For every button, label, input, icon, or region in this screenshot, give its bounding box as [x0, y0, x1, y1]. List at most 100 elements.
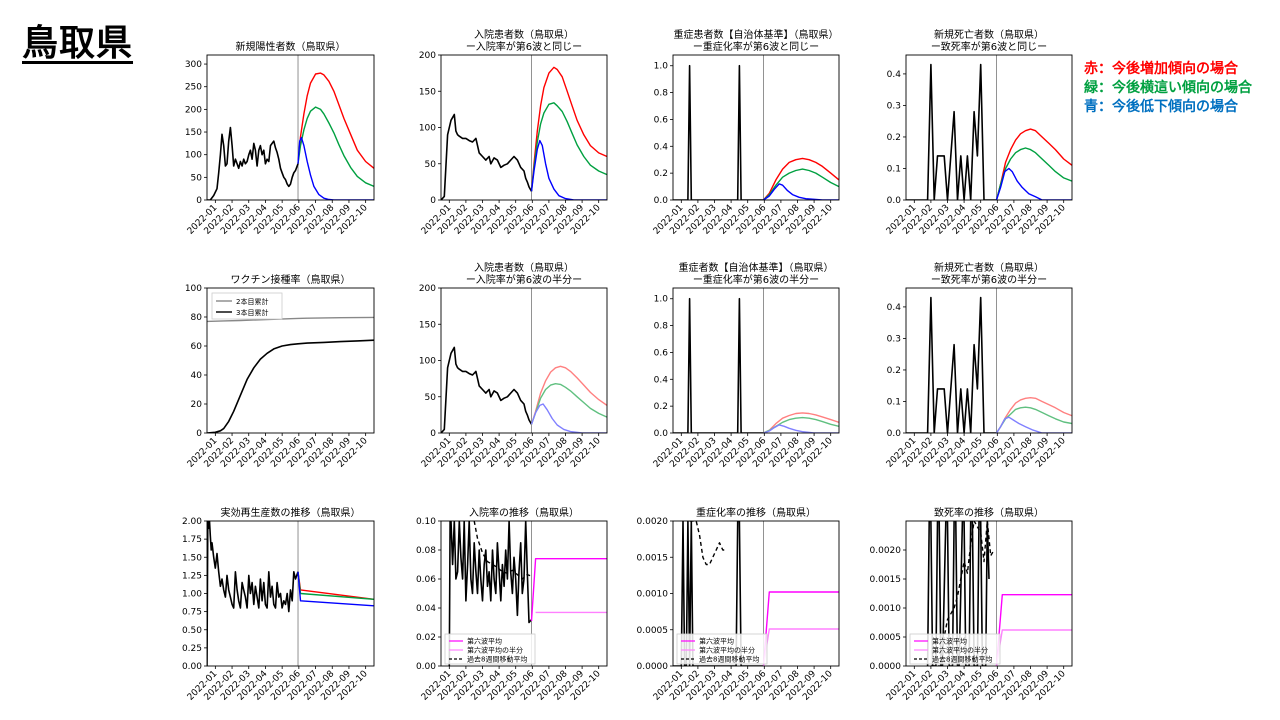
chart-title: ー致死率が第6波と同じー — [931, 40, 1047, 53]
series-history — [673, 297, 764, 433]
plot-frame — [440, 520, 608, 667]
legend-label: 3本目累計 — [236, 308, 268, 317]
chart-title: 重症者数【自治体基準】（鳥取県） — [679, 261, 834, 274]
y-tick-label: 20 — [191, 400, 203, 410]
y-tick-label: 1.00 — [182, 590, 202, 600]
chart-p12: 致死率の推移（鳥取県） 0.0000 0.0005 0.0010 0.0015 0.002… — [870, 506, 1073, 703]
y-tick-label: 0.02 — [416, 633, 436, 643]
plot-frame — [672, 520, 840, 667]
series-increase — [297, 72, 374, 169]
y-tick-label: 1.25 — [182, 571, 202, 581]
chart-legend-box — [211, 292, 283, 320]
y-tick-label: 0.8 — [654, 322, 669, 332]
y-tick-label: 0.6 — [654, 348, 669, 358]
series-history — [448, 521, 533, 666]
series-increase — [762, 157, 839, 200]
y-tick-label: 0.0005 — [870, 633, 902, 643]
legend-label: 第六波平均 — [467, 637, 502, 646]
y-tick-label: 0.1 — [887, 164, 901, 174]
series-moving-average — [689, 521, 727, 566]
legend-label: 第六波平均 — [932, 637, 967, 646]
series-flat — [995, 147, 1072, 200]
y-tick-label: 0.00 — [416, 662, 436, 672]
y-tick-label: 0.00 — [182, 662, 202, 672]
legend-label: 第六波平均の半分 — [699, 646, 755, 655]
y-tick-label: 0.04 — [416, 604, 436, 614]
y-tick-label: 0.0000 — [870, 662, 902, 672]
y-tick-label: 200 — [185, 105, 202, 115]
chart-p3: 重症患者数【自治体基準】（鳥取県）ー重症化率が第6波と同じー 0.0 0.2 0.4 0… — [652, 28, 840, 237]
series-increase — [297, 571, 374, 600]
y-tick-label: 0.0000 — [637, 662, 669, 672]
chart-title: ー致死率が第6波の半分ー — [931, 273, 1047, 286]
y-tick-label: 50 — [191, 173, 203, 183]
y-tick-label: 0 — [430, 429, 436, 439]
legend-label: 2本目累計 — [236, 297, 268, 306]
y-tick-label: 0.0020 — [870, 546, 902, 556]
chart-title: 入院患者数（鳥取県） — [474, 261, 574, 274]
chart-title: ー重症化率が第6波と同じー — [693, 40, 819, 53]
y-tick-label: 0.1 — [887, 397, 901, 407]
y-tick-label: 0.8 — [654, 89, 669, 99]
y-tick-label: 0.0015 — [637, 553, 669, 563]
series-decrease — [297, 136, 374, 200]
series-increase — [530, 365, 607, 425]
chart-p5: ワクチン接種率（鳥取県）0204060801002022-012022-0220… — [185, 273, 375, 470]
y-tick-label: 40 — [191, 371, 203, 381]
series-wave6-average — [530, 558, 607, 622]
plot-frame — [206, 54, 375, 201]
chart-title: 新規陽性者数（鳥取県） — [236, 40, 346, 53]
y-tick-label: 1.0 — [654, 62, 669, 72]
plot-frame — [672, 54, 840, 201]
series-dose2 — [207, 316, 374, 323]
legend-label: 過去8週間移動平均 — [699, 655, 759, 664]
y-tick-label: 0.0020 — [637, 517, 669, 527]
y-tick-label: 60 — [191, 342, 203, 352]
y-tick-label: 0 — [430, 196, 436, 206]
y-tick-label: 0.0 — [887, 429, 902, 439]
y-tick-label: 0.0 — [887, 196, 902, 206]
y-tick-label: 100 — [419, 124, 436, 134]
plot-area — [207, 55, 374, 200]
plot-area — [906, 55, 1072, 200]
y-tick-label: 250 — [185, 83, 202, 93]
series-wave6-half — [762, 628, 839, 666]
scenario-legend: 赤：今後増加傾向の場合 緑：今後横這い傾向の場合 青：今後低下傾向の場合 — [1084, 60, 1252, 117]
y-tick-label: 0.4 — [654, 375, 669, 385]
plot-area — [673, 288, 839, 433]
y-tick-label: 50 — [425, 393, 437, 403]
y-tick-label: 0.06 — [416, 575, 436, 585]
legend-label: 過去8週間移動平均 — [467, 655, 527, 664]
y-tick-label: 0 — [196, 196, 202, 206]
y-tick-label: 50 — [425, 160, 437, 170]
series-decrease — [297, 571, 374, 607]
y-tick-label: 100 — [185, 284, 202, 294]
plot-frame — [206, 287, 375, 434]
y-tick-label: 0.4 — [887, 303, 902, 313]
chart-title: ー入院率が第6波の半分ー — [466, 273, 582, 286]
chart-title: 重症患者数【自治体基準】（鳥取県） — [674, 28, 839, 41]
y-tick-label: 0.0010 — [870, 604, 902, 614]
y-tick-label: 0.3 — [887, 334, 901, 344]
chart-title: ー入院率が第6波と同じー — [466, 40, 582, 53]
y-tick-label: 0.0 — [654, 429, 669, 439]
series-increase — [995, 397, 1072, 433]
chart-title: 新規死亡者数（鳥取県） — [934, 261, 1044, 274]
chart-title: 入院率の推移（鳥取県） — [469, 506, 579, 519]
plot-area — [441, 288, 607, 433]
y-tick-label: 0.0010 — [637, 590, 669, 600]
series-increase — [995, 128, 1072, 200]
y-tick-label: 0.4 — [654, 142, 669, 152]
series-decrease — [763, 424, 839, 433]
plot-area — [207, 316, 374, 433]
series-flat — [530, 383, 607, 425]
plot-frame — [905, 54, 1073, 201]
series-flat — [530, 102, 607, 192]
series-history — [207, 521, 299, 666]
chart-p11: 重症化率の推移（鳥取県） 0.0000 0.0005 0.0010 0.0015 0.00… — [637, 506, 840, 703]
y-tick-label: 300 — [185, 60, 202, 70]
chart-title: 新規死亡者数（鳥取県） — [934, 28, 1044, 41]
plot-area — [673, 55, 839, 200]
plot-area — [207, 521, 374, 666]
